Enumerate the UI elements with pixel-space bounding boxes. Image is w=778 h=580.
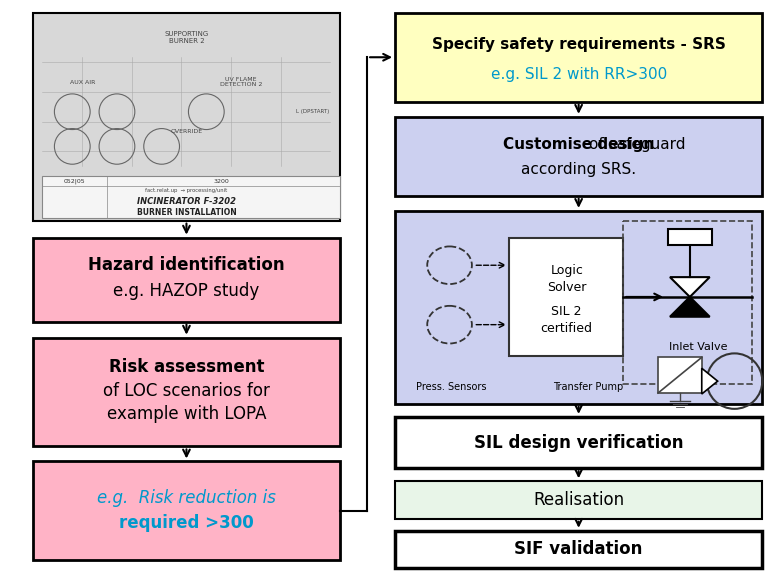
Text: Transfer Pump: Transfer Pump: [553, 382, 624, 392]
Bar: [658, 357, 702, 393]
Bar: [43, 176, 340, 218]
Polygon shape: [670, 297, 710, 317]
Text: 052|05: 052|05: [64, 178, 85, 184]
Text: according SRS.: according SRS.: [521, 162, 636, 177]
Bar: [395, 481, 762, 519]
Text: required >300: required >300: [119, 514, 254, 532]
Polygon shape: [702, 368, 717, 394]
Text: Press. Sensors: Press. Sensors: [416, 382, 487, 392]
Text: Logic: Logic: [550, 264, 584, 277]
Bar: [509, 237, 623, 356]
Text: of safeguard: of safeguard: [472, 137, 685, 152]
Polygon shape: [670, 277, 710, 297]
Text: SIF validation: SIF validation: [514, 541, 643, 559]
Text: UV FLAME
DETECTION 2: UV FLAME DETECTION 2: [220, 77, 262, 88]
Text: e.g. HAZOP study: e.g. HAZOP study: [114, 282, 260, 300]
Text: AUX AIR: AUX AIR: [69, 79, 95, 85]
Bar: [395, 117, 762, 196]
Text: example with LOPA: example with LOPA: [107, 405, 266, 423]
Bar: [668, 229, 712, 245]
Bar: [395, 531, 762, 568]
Bar: [33, 338, 340, 447]
Text: Specify safety requirements - SRS: Specify safety requirements - SRS: [432, 37, 726, 52]
Text: of LOC scenarios for: of LOC scenarios for: [103, 382, 270, 400]
Bar: [33, 237, 340, 322]
Text: L (DPSTART): L (DPSTART): [296, 109, 329, 114]
Bar: [33, 461, 340, 560]
Text: INCINERATOR F-3202: INCINERATOR F-3202: [137, 197, 236, 206]
Text: SIL design verification: SIL design verification: [474, 433, 683, 451]
Text: fact.relat.up  → processing/unit: fact.relat.up → processing/unit: [145, 188, 228, 194]
Text: 3200: 3200: [213, 179, 229, 183]
Text: BURNER INSTALLATION: BURNER INSTALLATION: [137, 208, 237, 218]
Text: Solver: Solver: [547, 281, 587, 293]
Bar: [395, 211, 762, 404]
Text: OVERRIDE: OVERRIDE: [170, 129, 202, 134]
Text: Customise design: Customise design: [503, 137, 654, 152]
Text: Realisation: Realisation: [533, 491, 624, 509]
Text: certified: certified: [541, 322, 593, 335]
Text: Inlet Valve: Inlet Valve: [668, 342, 727, 353]
Text: SUPPORTING
BURNER 2: SUPPORTING BURNER 2: [164, 31, 209, 44]
Bar: [623, 220, 752, 384]
Bar: [395, 417, 762, 468]
Text: e.g.  Risk reduction is: e.g. Risk reduction is: [97, 489, 276, 507]
Text: e.g. SIL 2 with RR>300: e.g. SIL 2 with RR>300: [490, 67, 667, 82]
Bar: [33, 13, 340, 220]
Text: Hazard identification: Hazard identification: [88, 256, 285, 274]
Bar: [395, 13, 762, 102]
Text: SIL 2: SIL 2: [552, 305, 582, 318]
Text: Risk assessment: Risk assessment: [109, 358, 265, 376]
